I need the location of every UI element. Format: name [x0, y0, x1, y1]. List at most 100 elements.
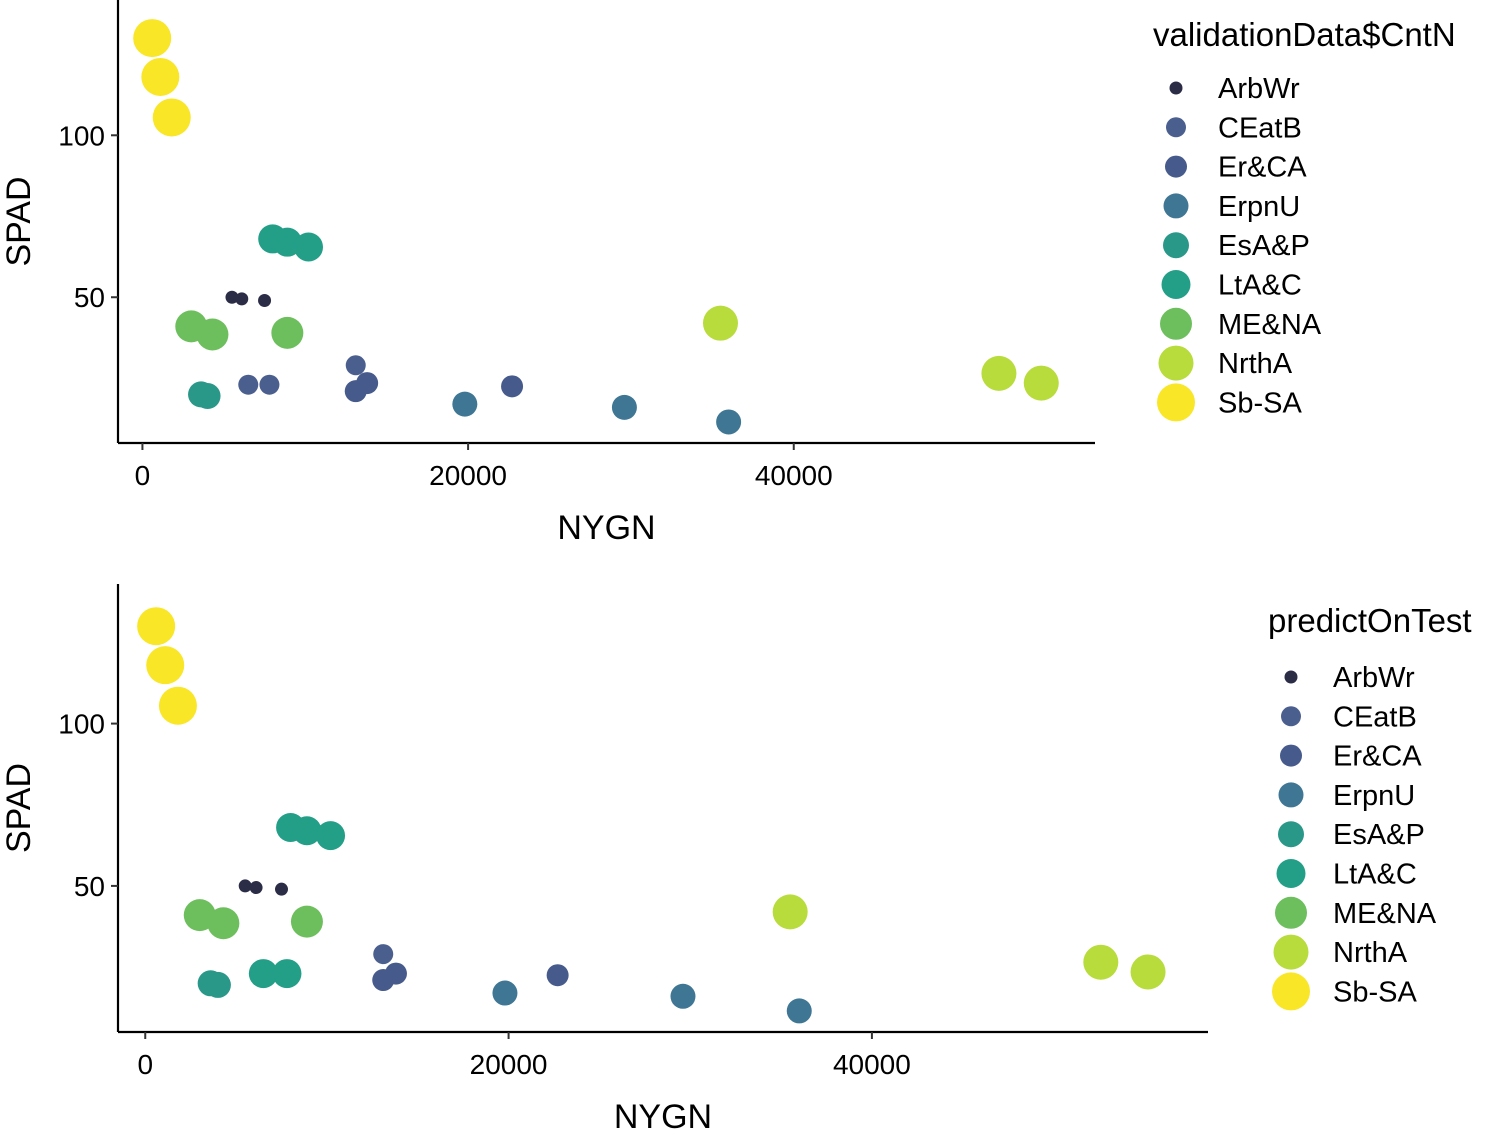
data-point	[356, 372, 379, 395]
data-point	[225, 290, 239, 304]
data-point	[158, 686, 197, 725]
data-point	[238, 374, 259, 395]
data-point	[294, 232, 324, 262]
data-point	[249, 881, 263, 895]
points-layer	[137, 607, 1166, 1024]
legend-label: LtA&C	[1218, 270, 1302, 302]
data-point	[670, 983, 696, 1009]
legend-key	[1275, 896, 1307, 929]
legend-key	[1163, 232, 1189, 259]
points-layer	[133, 19, 1059, 435]
data-point	[981, 355, 1017, 391]
y-axis-title: SPAD	[0, 763, 38, 853]
data-point	[152, 98, 191, 137]
y-tick-label: 50	[74, 871, 105, 902]
data-point	[258, 293, 272, 307]
legend-key	[1161, 270, 1191, 299]
legend-label: ErpnU	[1218, 191, 1300, 223]
data-point	[196, 318, 229, 351]
data-point	[373, 944, 394, 965]
legend-key	[1276, 859, 1306, 888]
legend-label: CEatB	[1218, 112, 1302, 144]
data-point	[316, 821, 346, 851]
legend-key	[1166, 117, 1186, 138]
x-tick-label: 40000	[755, 460, 833, 491]
data-point	[259, 374, 280, 395]
data-point	[345, 355, 366, 376]
legend-label: EsA&P	[1218, 230, 1310, 262]
legend-label: ME&NA	[1333, 898, 1437, 930]
data-point	[204, 971, 231, 998]
legend-label: Sb-SA	[1218, 387, 1302, 419]
x-tick-label: 20000	[470, 1049, 548, 1080]
data-point	[716, 409, 742, 435]
legend-label: ArbWr	[1218, 73, 1300, 105]
data-point	[235, 292, 249, 306]
legend-key	[1273, 934, 1309, 970]
chart-panel-2: 50 100 0 20000 40000 NYGN SPAD predictOnTest Arb…	[0, 584, 1472, 1129]
data-point	[611, 394, 637, 420]
x-axis-title: NYGN	[557, 509, 655, 547]
x-tick-label: 20000	[429, 460, 507, 491]
data-point	[292, 816, 322, 846]
data-point	[786, 998, 812, 1024]
y-tick-label: 100	[58, 709, 105, 740]
legend-label: EsA&P	[1333, 819, 1425, 851]
legend-label: LtA&C	[1333, 859, 1417, 891]
legend-key	[1157, 383, 1195, 422]
legend-key	[1160, 307, 1192, 340]
legend-key	[1278, 782, 1304, 808]
legend-title: validationData$CntN	[1153, 16, 1456, 53]
legend-key	[1284, 670, 1298, 684]
legend-label: ArbWr	[1333, 662, 1415, 694]
data-point	[238, 879, 252, 893]
y-tick-label: 100	[58, 120, 105, 151]
legend: validationData$CntN ArbWr CEatB Er&CA ErpnU E…	[1153, 16, 1456, 422]
legend-key	[1169, 81, 1183, 95]
data-point	[452, 391, 478, 417]
data-point	[272, 959, 302, 989]
y-axis-title: SPAD	[0, 176, 38, 266]
x-tick-label: 0	[135, 460, 151, 491]
data-point	[271, 316, 304, 349]
data-point	[702, 305, 738, 341]
legend-label: ErpnU	[1333, 780, 1415, 812]
legend-label: Sb-SA	[1333, 976, 1417, 1008]
legend-title: predictOnTest	[1268, 602, 1472, 639]
legend-key	[1281, 706, 1301, 727]
x-tick-label: 40000	[833, 1049, 911, 1080]
y-tick-label: 50	[74, 282, 105, 313]
data-point	[384, 962, 407, 985]
x-axis-title: NYGN	[614, 1098, 712, 1129]
legend-label: Er&CA	[1333, 741, 1422, 773]
data-point	[137, 607, 176, 646]
data-point	[1130, 954, 1166, 990]
data-point	[501, 375, 524, 398]
x-tick-label: 0	[137, 1049, 153, 1080]
legend-label: NrthA	[1333, 937, 1408, 969]
legend-key	[1165, 155, 1187, 178]
data-point	[546, 964, 569, 987]
data-point	[194, 383, 221, 410]
legend-label: ME&NA	[1218, 309, 1322, 341]
data-point	[772, 894, 808, 930]
legend-label: NrthA	[1218, 348, 1293, 380]
legend-label: Er&CA	[1218, 152, 1307, 184]
data-point	[207, 907, 240, 940]
legend-key	[1280, 744, 1302, 767]
data-point	[1023, 365, 1059, 401]
chart-panel-1: 50 100 0 20000 40000 NYGN SPAD validationData$C…	[0, 0, 1456, 547]
data-point	[1083, 944, 1119, 980]
data-point	[133, 19, 172, 58]
legend-key	[1158, 345, 1194, 381]
legend-key	[1163, 193, 1189, 219]
data-point	[248, 959, 278, 989]
data-point	[146, 646, 185, 685]
data-point	[141, 57, 180, 96]
legend: predictOnTest ArbWr CEatB Er&CA ErpnU EsA&P Lt…	[1268, 602, 1472, 1011]
legend-label: CEatB	[1333, 701, 1417, 733]
legend-key	[1278, 821, 1304, 848]
data-point	[275, 882, 288, 896]
data-point	[290, 905, 323, 938]
